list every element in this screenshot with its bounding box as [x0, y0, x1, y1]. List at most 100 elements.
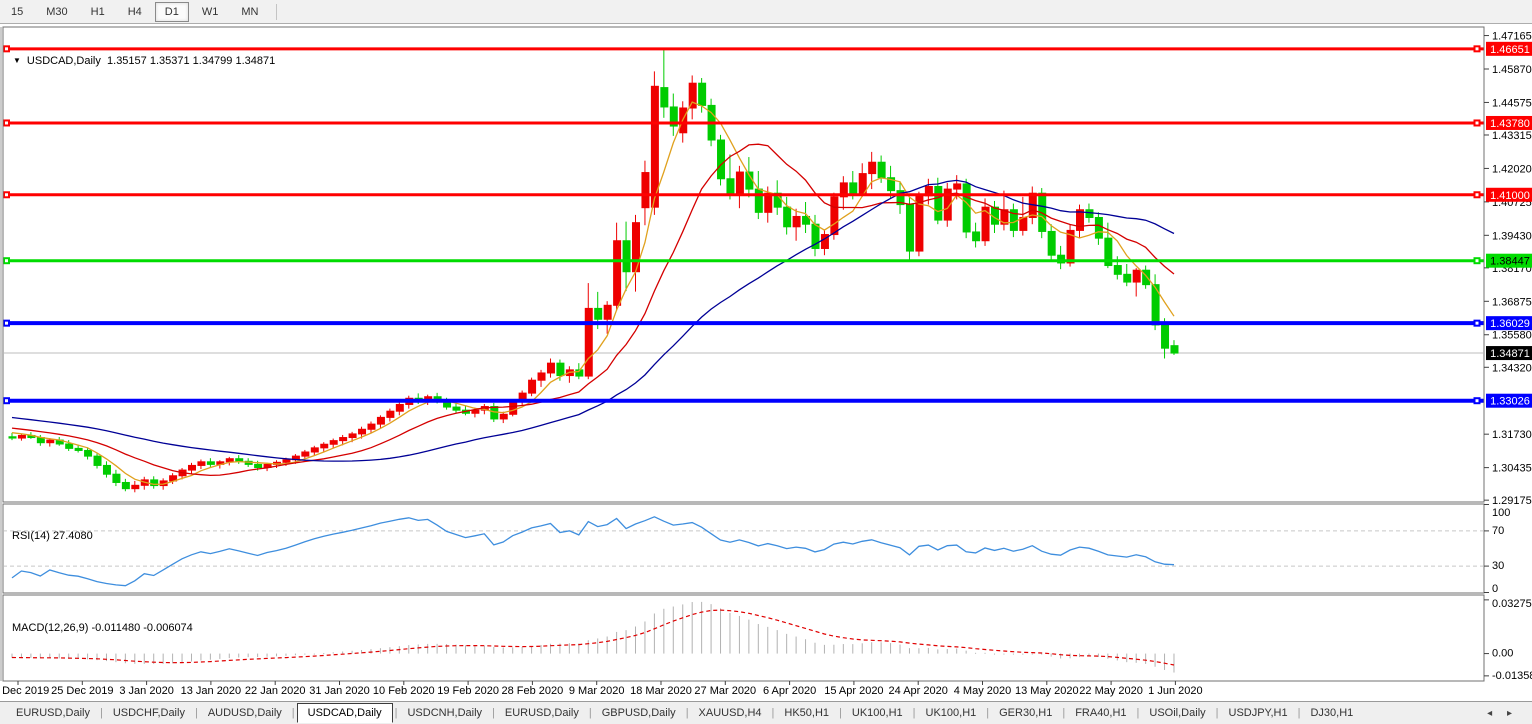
macd-histogram-bar — [408, 645, 410, 654]
candle-body — [584, 307, 593, 377]
tab-separator: | — [1215, 707, 1219, 719]
candle-body — [206, 461, 215, 465]
time-axis-label: 3 Jan 2020 — [119, 685, 173, 697]
macd-pane[interactable] — [3, 595, 1484, 681]
macd-histogram-bar — [68, 653, 70, 659]
candle-body — [830, 196, 839, 236]
price-level-badge-text: 1.38447 — [1490, 256, 1530, 268]
timeframe-button-H1[interactable]: H1 — [90, 5, 105, 18]
price-level-badge — [1486, 115, 1532, 130]
time-axis-label: 10 Feb 2020 — [373, 685, 435, 697]
macd-histogram-bar — [890, 643, 892, 654]
rsi-indicator-label: RSI(14) 27.4080 — [12, 530, 93, 542]
tab-usdjpy-h1[interactable]: USDJPY,H1 — [1228, 707, 1288, 719]
tab-separator: | — [492, 707, 495, 719]
level-line-handle-center — [5, 193, 8, 197]
candle-body — [1076, 209, 1085, 231]
macd-histogram-bar — [720, 608, 722, 654]
time-axis-label: 1 Jun 2020 — [1148, 685, 1202, 697]
candle-body — [187, 464, 196, 471]
level-line-handle-center — [1475, 47, 1479, 51]
macd-histogram-bar — [436, 643, 438, 654]
tab-gbpusd-daily[interactable]: GBPUSD,Daily — [601, 707, 676, 719]
candle-body — [669, 106, 678, 127]
macd-histogram-bar — [105, 653, 107, 662]
price-axis-label: 1.43315 — [1492, 130, 1532, 142]
tab-usdchf-daily[interactable]: USDCHF,Daily — [112, 707, 185, 719]
candle-body — [877, 161, 886, 179]
tab-uk100-h1[interactable]: UK100,H1 — [851, 707, 903, 719]
tab-scroll-arrows[interactable]: ◂ ▸ — [1487, 707, 1518, 719]
macd-histogram-bar — [738, 615, 740, 654]
tab-separator: | — [685, 707, 689, 719]
level-line-handle-center — [1475, 193, 1479, 197]
price-level-badge — [1486, 187, 1532, 202]
macd-histogram-bar — [115, 653, 117, 663]
candle-body — [717, 139, 726, 180]
price-chart-area[interactable] — [3, 27, 1484, 502]
macd-histogram-bar — [691, 602, 693, 654]
macd-histogram-bar — [880, 642, 882, 654]
candle-body — [46, 439, 55, 444]
macd-histogram-bar — [323, 653, 325, 655]
timeframe-button-MN[interactable]: MN — [241, 5, 259, 18]
tab-usdcnh-daily[interactable]: USDCNH,Daily — [407, 707, 483, 719]
level-line-handle-center — [1475, 121, 1479, 125]
macd-histogram-bar — [984, 652, 986, 654]
candle-body — [905, 204, 914, 252]
tab-dj30-h1[interactable]: DJ30,H1 — [1310, 707, 1354, 719]
candle-body — [310, 447, 319, 453]
tab-xauusd-h4[interactable]: XAUUSD,H4 — [698, 707, 762, 719]
rsi-axis-label: 100 — [1492, 507, 1510, 519]
rsi-pane[interactable] — [3, 504, 1484, 593]
candle-body — [386, 410, 395, 418]
timeframe-button-M30[interactable]: M30 — [46, 5, 68, 18]
candle-body — [764, 192, 773, 213]
candle-body — [660, 87, 669, 108]
tab-audusd-daily[interactable]: AUDUSD,Daily — [207, 707, 282, 719]
timeframe-button-H4[interactable]: H4 — [127, 5, 142, 18]
candle-body — [820, 234, 829, 249]
timeframe-button-W1[interactable]: W1 — [201, 5, 219, 18]
macd-histogram-bar — [1069, 653, 1071, 659]
rsi-axis-label: 30 — [1492, 560, 1504, 572]
timeframe-button-D1[interactable]: D1 — [154, 1, 189, 22]
macd-histogram-bar — [313, 653, 315, 655]
candle-body — [953, 183, 962, 190]
tab-eurusd-daily[interactable]: EURUSD,Daily — [16, 707, 90, 719]
macd-histogram-bar — [493, 646, 495, 654]
candle-body — [376, 416, 385, 425]
macd-histogram-bar — [1022, 653, 1024, 655]
level-line-handle-center — [5, 399, 8, 403]
price-level-badge-text: 1.43780 — [1490, 118, 1530, 130]
macd-histogram-bar — [937, 649, 939, 654]
tab-eurusd-daily[interactable]: EURUSD,Daily — [504, 707, 579, 719]
candle-body — [1104, 237, 1113, 267]
candle-body — [783, 206, 792, 228]
macd-histogram-bar — [786, 633, 788, 654]
macd-histogram-bar — [379, 648, 381, 654]
tab-fra40-h1[interactable]: FRA40,H1 — [1075, 707, 1127, 719]
price-axis-label: 1.31730 — [1492, 429, 1532, 441]
candle-body — [698, 82, 707, 106]
tab-uk100-h1[interactable]: UK100,H1 — [925, 707, 977, 719]
tab-hk50-h1[interactable]: HK50,H1 — [784, 707, 830, 719]
toolbar-divider — [276, 3, 278, 20]
chevron-down-icon[interactable]: ▼ — [13, 56, 21, 65]
macd-histogram-bar — [578, 643, 580, 654]
candle-body — [981, 206, 990, 242]
price-axis-label: 1.34320 — [1492, 362, 1532, 374]
macd-histogram-bar — [361, 649, 363, 654]
macd-signal-line — [11, 609, 1175, 666]
timeframe-button-15[interactable]: 15 — [11, 5, 24, 18]
macd-histogram-bar — [342, 651, 344, 654]
candle-body — [490, 406, 499, 420]
price-axis-label: 1.44575 — [1492, 97, 1532, 109]
macd-histogram-bar — [1135, 653, 1137, 663]
tab-usdcad-daily[interactable]: USDCAD,Daily — [296, 702, 393, 723]
tab-ger30-h1[interactable]: GER30,H1 — [999, 707, 1053, 719]
tab-separator: | — [1297, 707, 1301, 719]
macd-histogram-bar — [209, 653, 211, 660]
tab-usoil-daily[interactable]: USOil,Daily — [1149, 707, 1206, 719]
candle-body — [1132, 269, 1141, 283]
